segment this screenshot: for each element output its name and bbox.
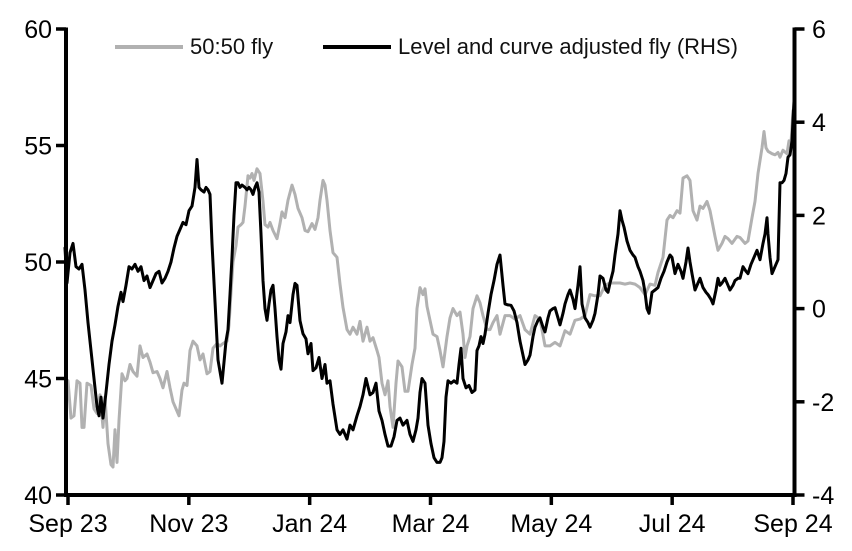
x-axis-tick-label: Jul 24 <box>639 510 706 538</box>
x-axis-tick-label: Mar 24 <box>392 510 470 538</box>
left-axis-tick-label: 55 <box>24 133 52 161</box>
left-axis-tick-label: 50 <box>24 249 52 277</box>
x-axis-tick-label: Nov 23 <box>149 510 228 538</box>
right-axis-tick-label: 2 <box>812 202 826 230</box>
right-axis-tick-label: 0 <box>812 296 826 324</box>
left-axis-tick-label: 45 <box>24 366 52 394</box>
right-axis-tick-label: 6 <box>812 16 826 44</box>
x-axis-tick-label: May 24 <box>510 510 592 538</box>
right-axis-tick-label: -4 <box>812 482 834 510</box>
series-5050-fly-line <box>63 109 797 469</box>
right-axis-tick-label: 4 <box>812 109 826 137</box>
left-axis-tick-label: 60 <box>24 16 52 44</box>
x-axis-tick-label: Jan 24 <box>272 510 347 538</box>
x-axis-tick-label: Sep 23 <box>28 510 107 538</box>
series-level-curve-adjusted-fly-line <box>63 83 797 464</box>
left-axis-tick-label: 40 <box>24 482 52 510</box>
x-axis-tick-label: Sep 24 <box>753 510 832 538</box>
right-axis-tick-label: -2 <box>812 389 834 417</box>
